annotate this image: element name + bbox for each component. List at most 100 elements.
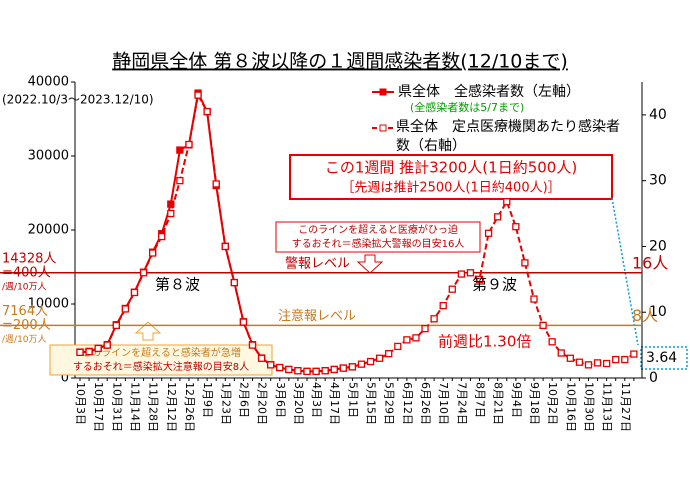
series-marker [394, 342, 402, 351]
series-marker [94, 344, 102, 353]
series-marker [167, 209, 175, 218]
series-marker [475, 275, 484, 283]
x-tick-label: 10月30日 [582, 382, 595, 432]
series-marker [303, 367, 311, 376]
x-tick-label: 9月4日 [510, 382, 523, 418]
arrow-up [134, 321, 162, 341]
y-tick-label: 0 [61, 371, 69, 386]
series-marker [121, 305, 130, 313]
threshold-left-label: =400人 [2, 265, 51, 280]
arrow-down [356, 254, 384, 274]
series-marker [630, 350, 638, 358]
series-marker [185, 140, 193, 149]
y-tick-label: 30000 [28, 149, 69, 164]
series-marker [148, 249, 157, 257]
series-marker [530, 295, 538, 303]
series-marker [366, 357, 375, 366]
x-tick-label: 11月28日 [147, 382, 160, 432]
series-marker [321, 367, 329, 375]
series-marker [230, 278, 239, 287]
legend-note: (全感染者数は5/7まで) [410, 100, 524, 114]
series-marker [448, 285, 456, 293]
series-marker [294, 367, 302, 375]
series-marker [539, 321, 547, 330]
series-marker [457, 270, 466, 278]
x-tick-label: 10月17日 [92, 382, 105, 432]
x-tick-label: 8月21日 [492, 382, 505, 425]
series-marker [76, 348, 84, 356]
series-marker [412, 334, 420, 342]
series-marker [221, 242, 229, 251]
annotation: 第８波 [155, 276, 200, 294]
series-marker [548, 338, 556, 346]
chart-subtitle: (2022.10/3～2023.12/10) [2, 93, 154, 107]
x-tick-label: 11月27日 [619, 382, 632, 432]
y-tick-label: 10000 [28, 297, 69, 312]
y2-tick-label: 10 [649, 304, 667, 320]
y2-tick-label: 30 [649, 173, 667, 189]
callout-text: ［先週は推計2500人(1日約400人)］ [341, 180, 560, 196]
x-tick-label: 2月6日 [237, 382, 250, 418]
legend-label: 県全体 全感染者数（左軸） [398, 83, 580, 100]
x-tick-label: 10月16日 [564, 382, 577, 432]
series-marker [112, 321, 120, 330]
series-marker [248, 341, 257, 349]
series-marker [602, 359, 611, 368]
chart-title: 静岡県全体 第８波以降の１週間感染者数(12/10まで) [112, 51, 568, 73]
legend-label-box: 県全体 定点医療機関あたり感染者数（右軸） [396, 119, 620, 154]
x-tick-label: 11月14日 [128, 382, 141, 432]
series-marker [267, 361, 275, 369]
series-marker [494, 213, 502, 221]
threshold-note: するおそれ＝感染拡大警報の目安16人 [292, 237, 465, 250]
series-marker [430, 315, 438, 323]
series-marker [557, 349, 565, 357]
series-marker [385, 350, 393, 358]
threshold-note: このラインを超えると医療がひっ迫 [298, 223, 458, 236]
threshold-name: 警報レベル [285, 255, 350, 271]
series-marker [612, 355, 620, 364]
x-tick-label: 3月6日 [274, 382, 287, 418]
x-tick-label: 6月12日 [401, 382, 414, 425]
series-marker [484, 229, 493, 237]
series-marker [403, 336, 411, 344]
series-marker [348, 363, 357, 371]
series-marker [621, 355, 629, 364]
series-marker [330, 365, 338, 374]
series-marker [421, 325, 429, 333]
x-tick-label: 10月3日 [74, 382, 87, 425]
series-marker [339, 364, 347, 372]
series-marker [512, 223, 520, 231]
callout-box [289, 154, 613, 200]
threshold-left-label: /週/10万人 [2, 281, 47, 292]
x-tick-label: 1月23日 [219, 382, 232, 425]
series-marker [130, 288, 139, 297]
x-tick-label: 12月12日 [165, 382, 178, 432]
series-marker [357, 360, 366, 368]
threshold-note: するおそれ＝感染拡大注意報の目安8人 [73, 360, 249, 373]
series-marker [194, 91, 202, 99]
value-box [640, 346, 688, 370]
legend-marker [379, 88, 387, 96]
y2-tick-label: 0 [649, 370, 658, 386]
x-tick-label: 8月7日 [474, 382, 487, 418]
data-label: 3.64 [646, 350, 677, 366]
legend-label: 県全体 定点医療機関あたり感染者数（右軸） [396, 119, 620, 154]
threshold-name: 注意報レベル [278, 308, 356, 324]
x-tick-label: 2月20日 [256, 382, 269, 425]
threshold-left-label: 14328人 [2, 251, 56, 266]
threshold-note-box [275, 221, 481, 253]
annotation: 前週比1.30倍 [438, 333, 531, 351]
x-tick-label: 5月1日 [346, 382, 359, 418]
threshold-left-label: 7164人 [2, 304, 48, 319]
series-marker [503, 198, 511, 206]
x-tick-label: 6月26日 [419, 382, 432, 425]
series-marker [139, 269, 148, 277]
threshold-note: このラインを超えると感染者が急増 [81, 346, 241, 359]
y2-tick-label: 20 [649, 238, 667, 254]
threshold-left-label: /週/10万人 [2, 334, 47, 345]
y-tick-label: 20000 [28, 223, 69, 238]
threshold-label: 8人 [632, 306, 658, 325]
series-marker [176, 177, 184, 185]
threshold-label: 16人 [632, 253, 668, 272]
